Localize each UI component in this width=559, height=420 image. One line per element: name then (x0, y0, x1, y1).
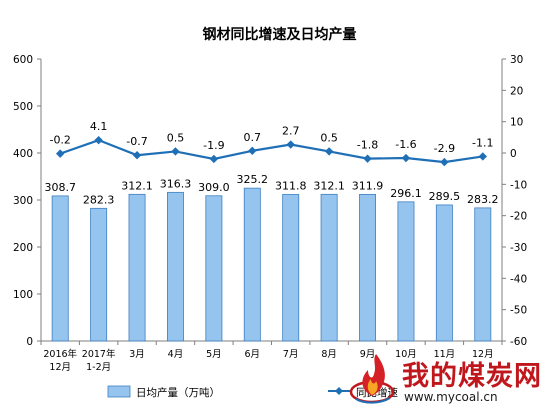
bar-data-label: 311.8 (275, 179, 307, 192)
watermark-url: www.mycoal.cn (404, 390, 498, 404)
bar (128, 193, 146, 342)
right-y-tick-label: -30 (510, 242, 527, 254)
growth-point (132, 150, 142, 160)
x-tick-label: 12月 (472, 349, 494, 360)
growth-point (324, 147, 334, 156)
bar (359, 194, 377, 342)
left-y-tick-label: 500 (13, 101, 33, 113)
left-y-tick-label: 600 (13, 54, 33, 66)
bar (166, 191, 184, 342)
bar-data-label: 325.2 (237, 173, 269, 186)
bar (205, 195, 223, 342)
legend-bar-swatch (107, 385, 131, 398)
growth-point (286, 140, 295, 149)
bar (474, 207, 492, 342)
bar (90, 207, 108, 342)
left-y-tick-label: 0 (26, 336, 33, 348)
x-tick-label: 7月 (283, 349, 299, 360)
growth-data-label: 2.7 (282, 125, 300, 138)
growth-data-label: -0.7 (126, 135, 147, 148)
right-y-tick-label: -50 (510, 305, 527, 317)
right-y-tick-label: -40 (510, 273, 527, 285)
growth-data-label: 0.5 (320, 131, 338, 144)
chart-title: 钢材同比增速及日均产量 (202, 27, 357, 43)
x-tick-label: 4月 (168, 349, 184, 360)
growth-line (59, 138, 483, 164)
bar (397, 201, 415, 342)
bar-data-label: 296.1 (390, 187, 422, 200)
growth-data-label: -1.8 (357, 139, 378, 152)
x-tick-label: 3月 (129, 349, 145, 360)
coal-flame-logo-icon (349, 354, 395, 404)
watermark: 我的煤炭网 www.mycoal.cn (346, 352, 556, 412)
growth-point (171, 147, 180, 156)
growth-point (56, 149, 65, 158)
x-tick-label: 9月 (360, 349, 376, 360)
growth-point (209, 154, 219, 164)
left-y-tick-label: 200 (13, 242, 33, 254)
left-y-tick-label: 400 (13, 148, 33, 160)
bar (435, 204, 453, 342)
left-y-tick-label: 300 (13, 195, 33, 207)
x-tick-label: 11月 (434, 349, 456, 360)
growth-data-label: -1.9 (203, 139, 224, 152)
bar-data-label: 312.1 (313, 179, 345, 192)
growth-data-label: -1.6 (395, 138, 416, 151)
x-tick-label: 2016年 (43, 348, 77, 360)
right-y-tick-label: 0 (510, 148, 517, 160)
x-tick-label: 5月 (206, 349, 222, 360)
bar-data-label: 282.3 (83, 193, 115, 206)
growth-point (440, 157, 449, 167)
bar-data-label: 312.1 (121, 179, 153, 192)
bar (320, 193, 338, 342)
right-y-tick-label: 10 (510, 117, 523, 129)
growth-data-label: 0.5 (167, 131, 185, 144)
x-tick-label: 1-2月 (86, 362, 111, 373)
right-y-tick-label: -20 (510, 211, 527, 223)
bar-data-label: 308.7 (44, 181, 76, 194)
left-y-tick-label: 100 (13, 289, 33, 301)
x-tick-label: 12月 (49, 362, 71, 373)
bar-data-label: 289.5 (429, 190, 461, 203)
growth-data-label: 4.1 (90, 120, 108, 133)
growth-point (94, 135, 103, 145)
growth-point (248, 146, 257, 156)
bar (51, 195, 69, 342)
watermark-main-text: 我的煤炭网 (402, 361, 542, 392)
legend-line-marker (335, 387, 343, 395)
legend-bar-label: 日均产量（万吨） (136, 386, 220, 399)
growth-data-label: -1.1 (472, 136, 493, 149)
bar-data-label: 311.9 (352, 179, 384, 192)
x-tick-label: 10月 (395, 349, 417, 360)
bar-data-label: 316.3 (160, 177, 192, 190)
bar (243, 187, 261, 342)
right-y-tick-label: 20 (510, 85, 523, 97)
bar-data-label: 283.2 (467, 193, 499, 206)
bar-data-label: 309.0 (198, 181, 230, 194)
bar (282, 194, 300, 342)
growth-point (401, 153, 411, 163)
growth-data-label: -0.2 (49, 134, 70, 147)
x-tick-label: 6月 (245, 349, 261, 360)
growth-point (363, 154, 372, 163)
growth-point (478, 152, 487, 161)
growth-data-label: -2.9 (434, 142, 455, 155)
growth-data-label: 0.7 (244, 131, 262, 144)
right-y-tick-label: 30 (510, 54, 523, 66)
right-y-tick-label: -10 (510, 179, 527, 191)
right-y-tick-label: -60 (510, 336, 527, 348)
x-tick-label: 2017年 (82, 348, 116, 360)
x-tick-label: 8月 (321, 349, 337, 360)
